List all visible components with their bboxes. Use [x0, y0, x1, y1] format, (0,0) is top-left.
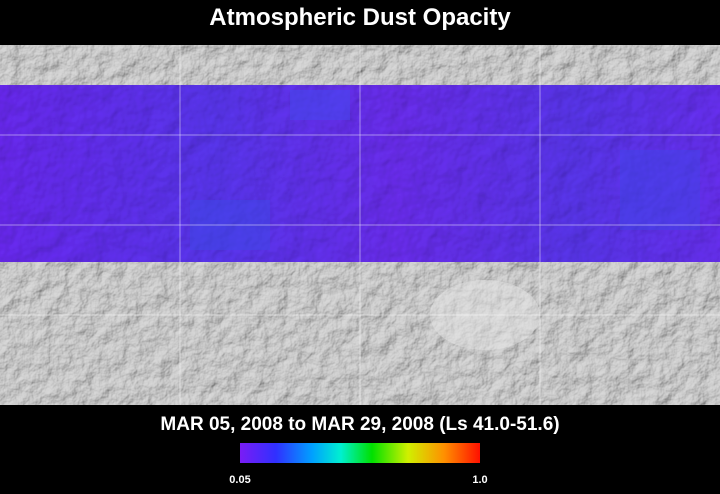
dust-patch	[190, 200, 270, 250]
graticule	[0, 45, 720, 405]
date-range: MAR 05, 2008 to MAR 29, 2008 (Ls 41.0-51…	[160, 414, 559, 435]
dust-opacity-band	[0, 85, 720, 262]
title: Atmospheric Dust Opacity	[209, 4, 511, 31]
colorbar	[240, 443, 480, 463]
dust-patch	[620, 150, 700, 230]
colorbar-max-label: 1.0	[472, 474, 487, 486]
basin	[430, 280, 540, 350]
colorbar-min-label: 0.05	[229, 474, 250, 486]
map	[0, 45, 720, 405]
dust-patch	[290, 90, 350, 120]
